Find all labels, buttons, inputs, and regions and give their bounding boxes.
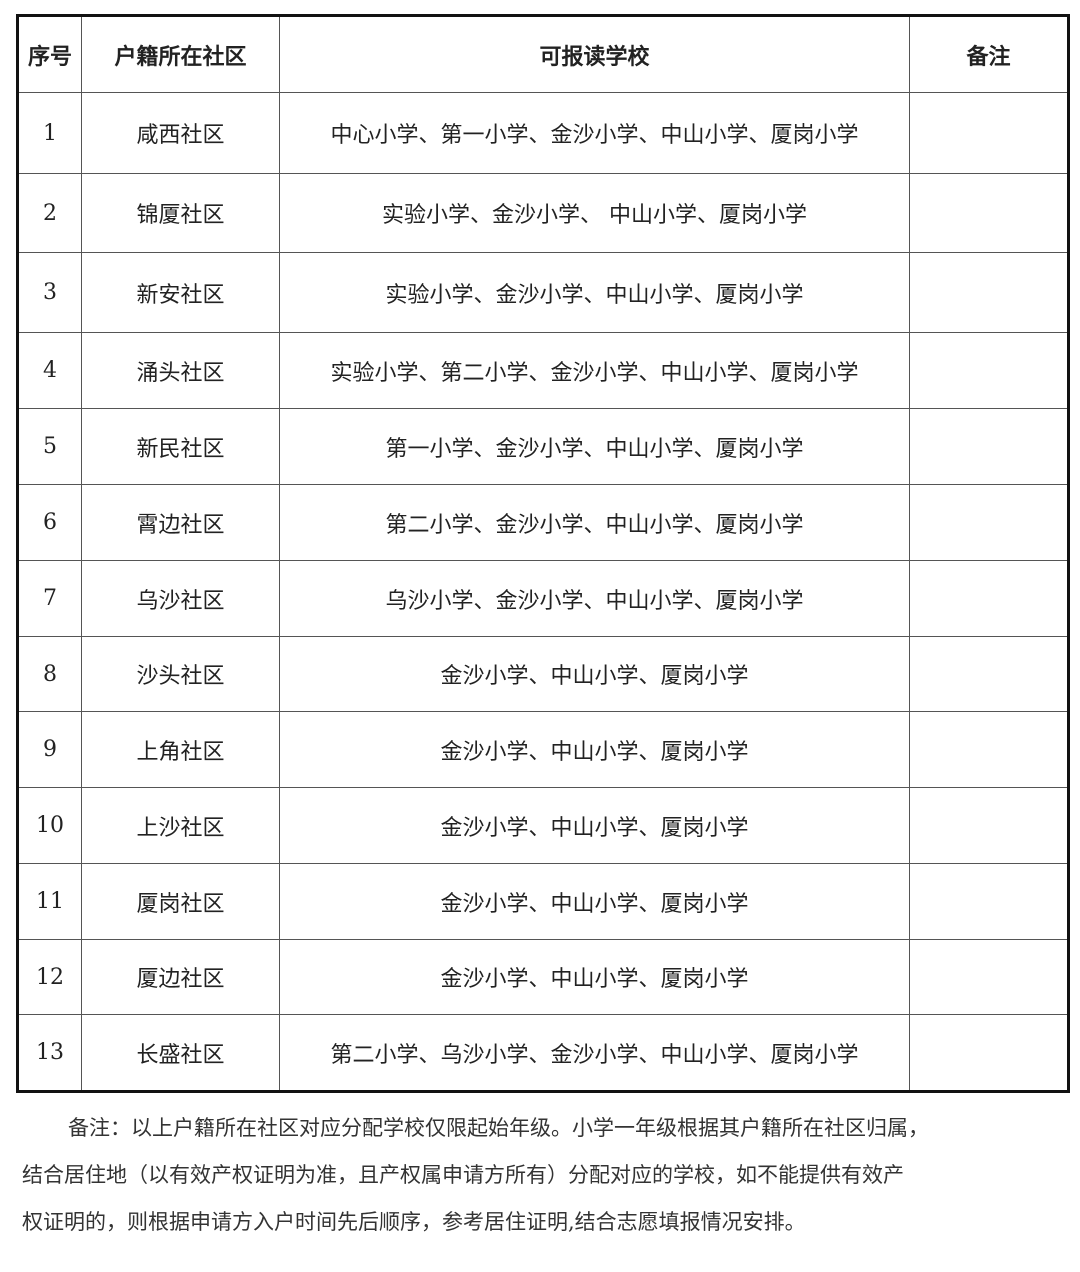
cell-schools: 中心小学、第一小学、金沙小学、中山小学、厦岗小学 <box>279 92 910 174</box>
cell-schools: 实验小学、金沙小学、 中山小学、厦岗小学 <box>279 173 910 253</box>
table-row: 9 上角社区 金沙小学、中山小学、厦岗小学 <box>17 711 1069 788</box>
cell-community: 新民社区 <box>81 408 280 485</box>
cell-no: 1 <box>17 92 82 174</box>
cell-remark <box>909 92 1069 174</box>
cell-remark <box>909 711 1069 788</box>
table-row: 5 新民社区 第一小学、金沙小学、中山小学、厦岗小学 <box>17 408 1069 485</box>
cell-schools: 第二小学、金沙小学、中山小学、厦岗小学 <box>279 484 910 561</box>
cell-schools: 金沙小学、中山小学、厦岗小学 <box>279 863 910 940</box>
table-header-row: 序号 户籍所在社区 可报读学校 备注 <box>17 15 1069 93</box>
cell-community: 霄边社区 <box>81 484 280 561</box>
table-row: 1 咸西社区 中心小学、第一小学、金沙小学、中山小学、厦岗小学 <box>17 92 1069 174</box>
cell-no: 7 <box>17 560 82 637</box>
table-row: 6 霄边社区 第二小学、金沙小学、中山小学、厦岗小学 <box>17 484 1069 561</box>
cell-remark <box>909 939 1069 1015</box>
cell-schools: 实验小学、第二小学、金沙小学、中山小学、厦岗小学 <box>279 332 910 409</box>
cell-schools: 实验小学、金沙小学、中山小学、厦岗小学 <box>279 252 910 333</box>
cell-community: 上沙社区 <box>81 787 280 864</box>
cell-schools: 第一小学、金沙小学、中山小学、厦岗小学 <box>279 408 910 485</box>
cell-remark <box>909 787 1069 864</box>
cell-community: 涌头社区 <box>81 332 280 409</box>
header-community: 户籍所在社区 <box>81 15 280 93</box>
cell-no: 4 <box>17 332 82 409</box>
cell-schools: 金沙小学、中山小学、厦岗小学 <box>279 711 910 788</box>
table-row: 10 上沙社区 金沙小学、中山小学、厦岗小学 <box>17 787 1069 864</box>
cell-no: 6 <box>17 484 82 561</box>
cell-schools: 第二小学、乌沙小学、金沙小学、中山小学、厦岗小学 <box>279 1014 910 1092</box>
footnote-line: 备注：以上户籍所在社区对应分配学校仅限起始年级。小学一年级根据其户籍所在社区归属… <box>68 1116 929 1140</box>
cell-no: 12 <box>17 939 82 1015</box>
cell-no: 5 <box>17 408 82 485</box>
cell-community: 上角社区 <box>81 711 280 788</box>
cell-schools: 金沙小学、中山小学、厦岗小学 <box>279 939 910 1015</box>
school-allocation-table: 序号 户籍所在社区 可报读学校 备注 1 咸西社区 中心小学、第一小学、金沙小学、中… <box>16 14 1070 1093</box>
header-schools: 可报读学校 <box>279 15 910 93</box>
cell-remark <box>909 252 1069 333</box>
cell-no: 13 <box>17 1014 82 1092</box>
cell-remark <box>909 332 1069 409</box>
header-remark: 备注 <box>909 15 1069 93</box>
cell-community: 厦岗社区 <box>81 863 280 940</box>
cell-community: 乌沙社区 <box>81 560 280 637</box>
cell-remark <box>909 173 1069 253</box>
footnote-line: 结合居住地（以有效产权证明为准，且产权属申请方所有）分配对应的学校，如不能提供有… <box>22 1163 904 1187</box>
cell-remark <box>909 863 1069 940</box>
cell-remark <box>909 1014 1069 1092</box>
footnote-line: 权证明的，则根据申请方入户时间先后顺序，参考居住证明,结合志愿填报情况安排。 <box>22 1210 806 1234</box>
cell-remark <box>909 408 1069 485</box>
cell-schools: 金沙小学、中山小学、厦岗小学 <box>279 787 910 864</box>
cell-schools: 金沙小学、中山小学、厦岗小学 <box>279 636 910 712</box>
table-row: 8 沙头社区 金沙小学、中山小学、厦岗小学 <box>17 636 1069 712</box>
cell-schools: 乌沙小学、金沙小学、中山小学、厦岗小学 <box>279 560 910 637</box>
cell-no: 10 <box>17 787 82 864</box>
table-row: 4 涌头社区 实验小学、第二小学、金沙小学、中山小学、厦岗小学 <box>17 332 1069 409</box>
table-row: 3 新安社区 实验小学、金沙小学、中山小学、厦岗小学 <box>17 252 1069 333</box>
cell-community: 咸西社区 <box>81 92 280 174</box>
table-row: 7 乌沙社区 乌沙小学、金沙小学、中山小学、厦岗小学 <box>17 560 1069 637</box>
cell-no: 9 <box>17 711 82 788</box>
cell-community: 厦边社区 <box>81 939 280 1015</box>
footnote: 备注：以上户籍所在社区对应分配学校仅限起始年级。小学一年级根据其户籍所在社区归属… <box>22 1105 1067 1246</box>
cell-no: 3 <box>17 252 82 333</box>
cell-no: 2 <box>17 173 82 253</box>
cell-no: 8 <box>17 636 82 712</box>
cell-remark <box>909 636 1069 712</box>
table-row: 13 长盛社区 第二小学、乌沙小学、金沙小学、中山小学、厦岗小学 <box>17 1014 1069 1092</box>
cell-community: 长盛社区 <box>81 1014 280 1092</box>
cell-community: 沙头社区 <box>81 636 280 712</box>
table-row: 2 锦厦社区 实验小学、金沙小学、 中山小学、厦岗小学 <box>17 173 1069 253</box>
cell-remark <box>909 484 1069 561</box>
table-row: 11 厦岗社区 金沙小学、中山小学、厦岗小学 <box>17 863 1069 940</box>
cell-remark <box>909 560 1069 637</box>
header-no: 序号 <box>17 15 82 93</box>
cell-community: 新安社区 <box>81 252 280 333</box>
cell-community: 锦厦社区 <box>81 173 280 253</box>
cell-no: 11 <box>17 863 82 940</box>
table-row: 12 厦边社区 金沙小学、中山小学、厦岗小学 <box>17 939 1069 1015</box>
